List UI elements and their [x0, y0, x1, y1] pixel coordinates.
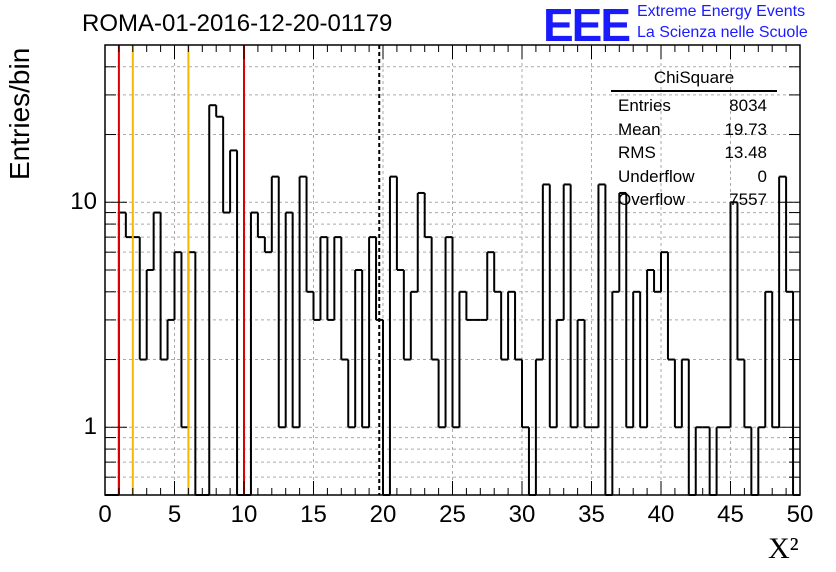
stats-value: 7557 [729, 190, 767, 209]
grid [105, 45, 800, 495]
logo-text-line2: La Scienza nelle Scuole [637, 24, 808, 41]
eee-logo-mark: EEE [543, 0, 631, 51]
stats-label: Overflow [618, 190, 686, 209]
x-tick-label: 20 [369, 501, 397, 528]
y-axis-label: Entries/bin [4, 47, 35, 180]
stats-box-title: ChiSquare [611, 66, 777, 92]
x-tick-label: 10 [230, 501, 258, 528]
axis-ticks [104, 45, 801, 495]
x-axis-label: X² [768, 532, 799, 565]
stats-value: 0 [757, 166, 767, 186]
stats-row-underflow: Underflow 0 [611, 165, 777, 189]
stats-row-mean: Mean 19.73 [611, 118, 777, 142]
stats-label: Underflow [618, 166, 695, 186]
logo-text-line1: Extreme Energy Events [637, 3, 806, 20]
y-tick-label: 1 [83, 413, 97, 441]
eee-logo: EEE Extreme Energy Events La Scienza nel… [543, 2, 823, 48]
y-tick-label: 10 [70, 188, 97, 216]
stats-row-overflow: Overflow 7557 [611, 188, 777, 212]
stats-label: RMS [618, 143, 656, 162]
x-tick-label: 50 [786, 501, 814, 528]
stats-row-rms: RMS 13.48 [611, 141, 777, 165]
stats-value: 13.48 [724, 143, 767, 162]
x-tick-label: 30 [508, 501, 536, 528]
stats-value: 8034 [729, 96, 767, 115]
stats-value: 19.73 [724, 119, 767, 139]
x-tick-label: 40 [647, 501, 675, 528]
x-tick-label: 0 [98, 501, 112, 528]
stats-label: Mean [618, 119, 661, 139]
chart-title: ROMA-01-2016-12-20-01179 [82, 10, 393, 37]
x-tick-label: 15 [300, 501, 327, 528]
stats-row-entries: Entries 8034 [611, 94, 777, 118]
x-tick-label: 5 [167, 501, 182, 528]
x-tick-label: 45 [717, 501, 744, 528]
stats-box: ChiSquare Entries 8034 Mean 19.73 RMS 13… [611, 66, 777, 212]
stats-label: Entries [618, 96, 671, 115]
x-tick-label: 25 [439, 501, 466, 528]
marker-lines [117, 45, 381, 495]
histogram [105, 104, 800, 496]
x-tick-label: 35 [578, 501, 605, 528]
